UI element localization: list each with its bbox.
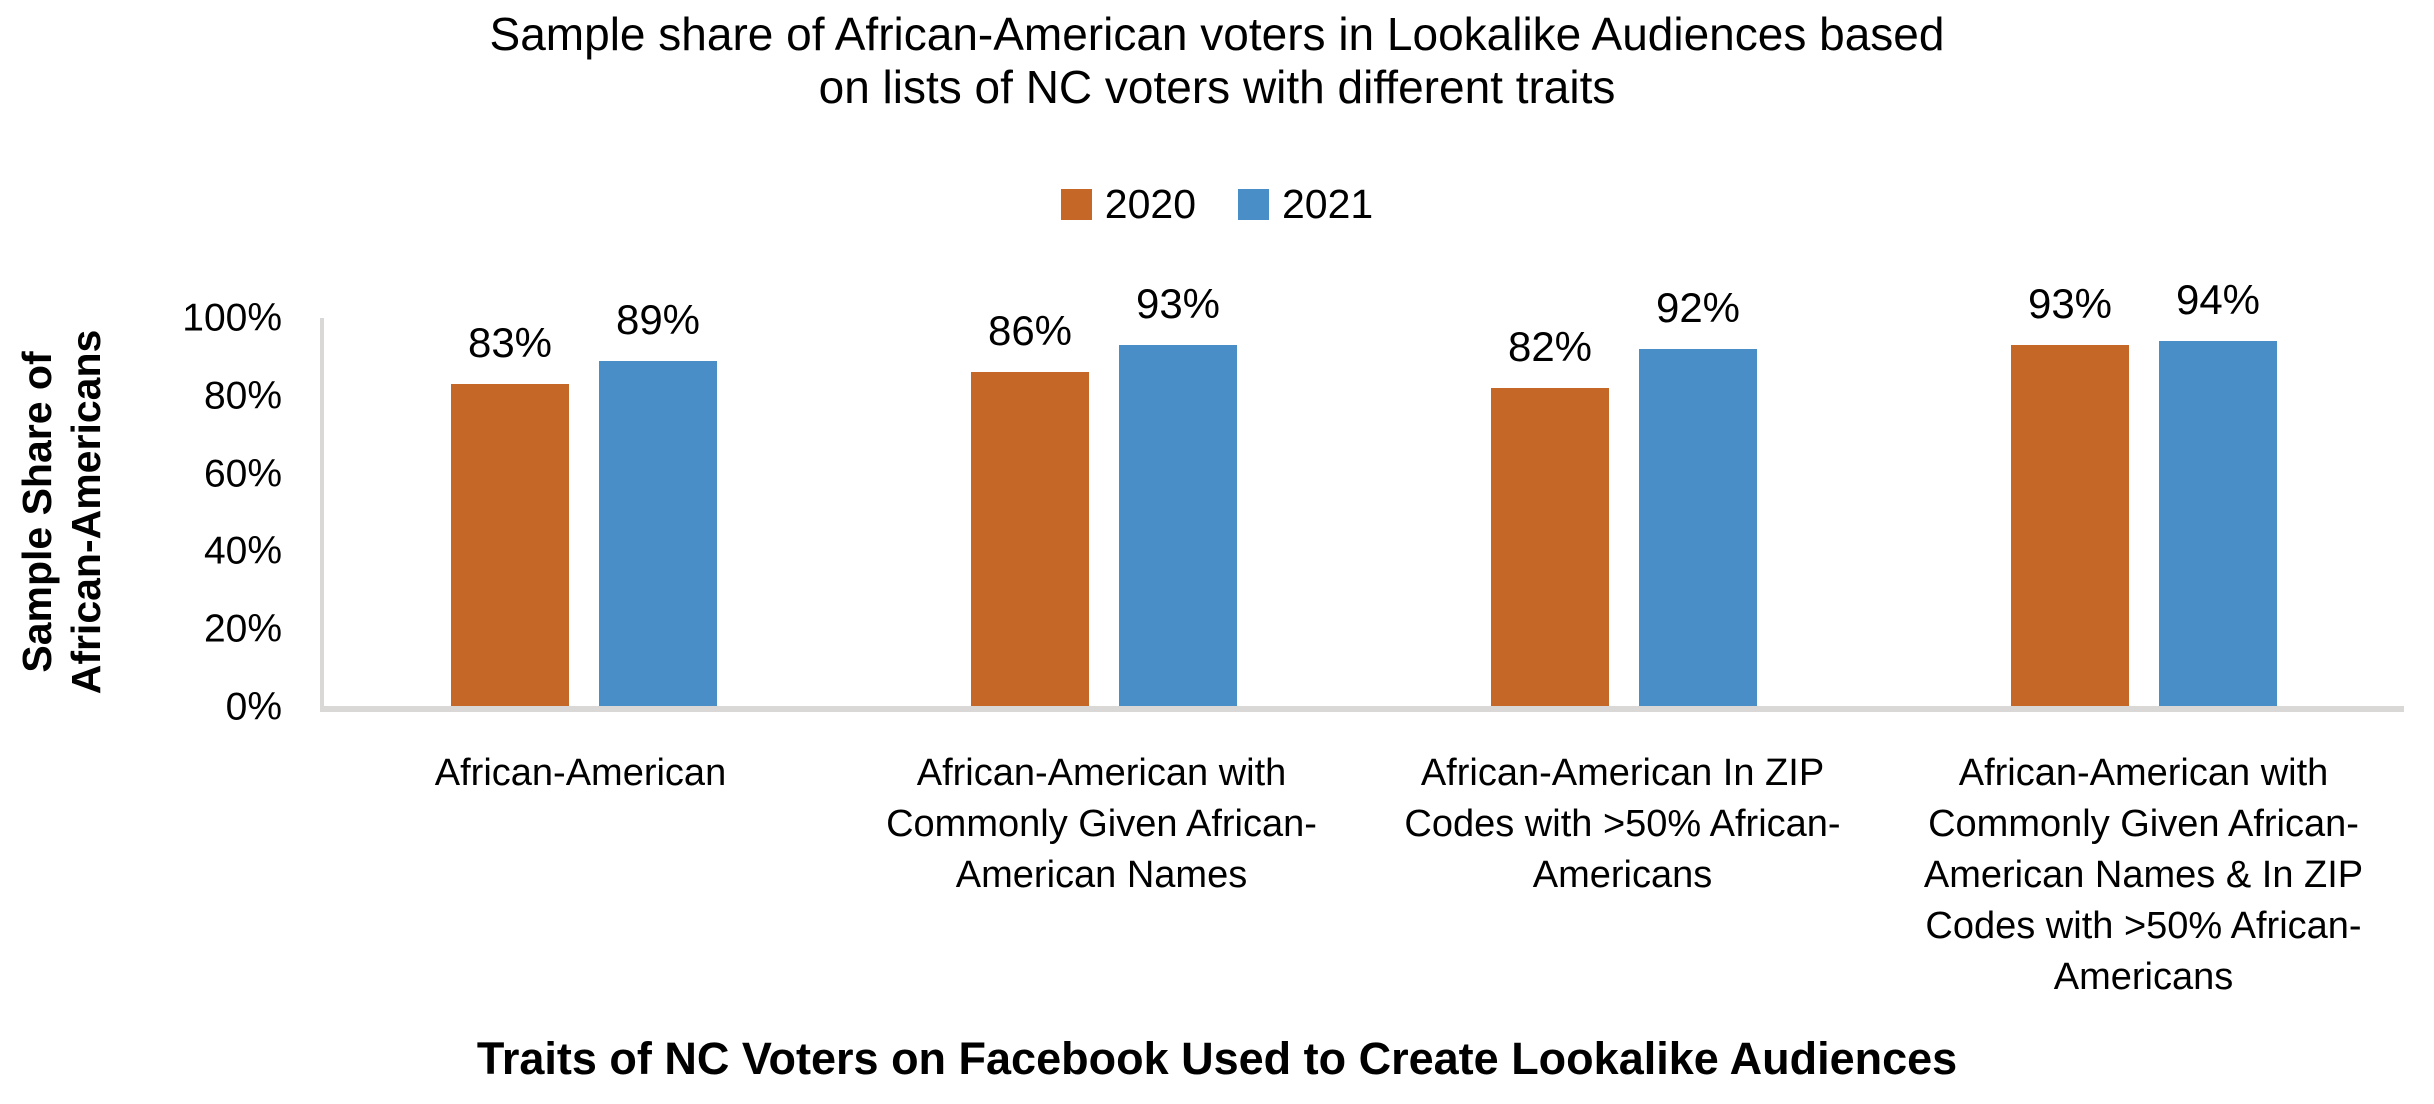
category-label-3: African-American In ZIP Codes with >50% … [1362,748,1883,1003]
bar-2020-group-1: 83% [451,321,569,706]
category-label-4: African-American with Commonly Given Afr… [1883,748,2404,1003]
bar-group-1: 83% 89% [324,298,844,706]
x-axis-category-labels: African-American African-American with Co… [320,748,2404,1003]
bar-value-label: 86% [987,307,1073,355]
bar-group-4: 93% 94% [1884,279,2404,706]
y-tick-100: 100% [182,296,282,340]
y-tick-80: 80% [203,374,282,418]
category-label-2: African-American with Commonly Given Afr… [841,748,1362,1003]
bar-2020-group-2: 86% [971,310,1089,706]
legend-swatch-2020 [1060,189,1092,220]
bar-2020-group-4: 93% [2011,283,2129,706]
bar-value-label: 82% [1507,322,1593,370]
chart-title-line-2: on lists of NC voters with different tra… [818,61,1616,113]
category-label-text: African-American [434,752,727,794]
y-tick-60: 60% [203,452,282,496]
chart-title: Sample share of African-American voters … [0,8,2434,114]
bar-value-label: 89% [615,295,701,343]
category-label-text: African-American with Commonly Given Afr… [886,752,1317,896]
y-tick-0: 0% [225,685,282,729]
bar-value-label: 94% [2175,276,2261,324]
legend-item-2020: 2020 [1060,181,1196,227]
bar-2021-group-4: 94% [2159,279,2277,706]
bar-2021-group-1: 89% [599,298,717,706]
category-label-text: African-American In ZIP Codes with >50% … [1404,752,1841,896]
category-label-text: African-American with Commonly Given Afr… [1923,752,2364,998]
legend-item-2021: 2021 [1238,184,1373,225]
y-tick-40: 40% [203,529,282,573]
plot-area: 83% 89% 86% 93% 82% 92% 93% 94% [320,279,2404,712]
category-label-1: African-American [320,748,841,1003]
bar-value-label: 83% [467,318,553,366]
chart-title-line-1: Sample share of African-American voters … [489,8,1945,60]
bar-value-label: 93% [1135,280,1221,328]
legend-swatch-2021 [1238,189,1269,220]
y-axis-tick-labels: 0% 20% 40% 60% 80% 100% [0,299,300,727]
bar-value-label: 93% [2027,280,2113,328]
legend: 2020 2021 [0,184,2434,225]
y-tick-20: 20% [203,607,282,651]
bar-group-2: 86% 93% [844,283,1364,706]
bar-2020-group-3: 82% [1491,325,1609,706]
bar-2021-group-2: 93% [1119,283,1237,706]
legend-label-2020: 2020 [1104,181,1196,227]
x-axis-title: Traits of NC Voters on Facebook Used to … [476,1033,1958,1084]
bar-value-label: 92% [1655,284,1741,332]
bar-2021-group-3: 92% [1639,287,1757,706]
bar-group-3: 82% 92% [1364,287,1884,706]
legend-label-2021: 2021 [1282,181,1374,227]
